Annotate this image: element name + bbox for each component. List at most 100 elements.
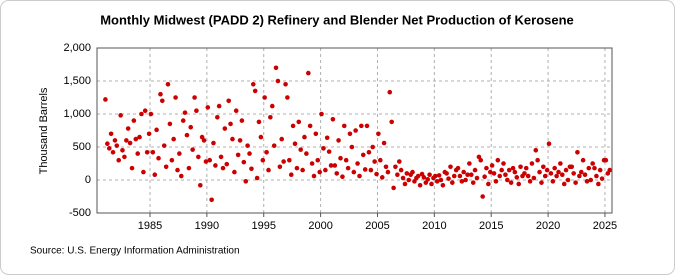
data-point xyxy=(539,180,544,185)
data-point xyxy=(565,177,571,183)
data-point xyxy=(150,149,156,155)
data-point xyxy=(254,175,260,181)
data-point xyxy=(319,111,324,117)
data-point xyxy=(561,181,567,187)
x-tick-label: 2025 xyxy=(593,220,617,232)
data-point xyxy=(324,135,330,141)
data-point xyxy=(470,180,476,185)
data-point xyxy=(215,115,220,120)
y-axis-label: Thousand Barrels xyxy=(38,87,50,174)
data-point xyxy=(271,143,277,148)
data-point xyxy=(239,118,245,123)
data-point xyxy=(383,164,389,170)
y-tick-label: 2,000 xyxy=(63,42,91,54)
data-point xyxy=(550,179,556,184)
data-point xyxy=(527,179,533,184)
data-point xyxy=(482,174,487,179)
data-point xyxy=(178,173,184,179)
y-tick-label: 1,500 xyxy=(63,75,91,87)
data-point xyxy=(124,138,129,143)
data-point xyxy=(118,113,123,118)
data-point xyxy=(415,173,421,179)
data-point xyxy=(336,138,341,143)
data-point xyxy=(368,167,374,173)
data-point xyxy=(264,149,269,155)
data-point xyxy=(586,165,592,171)
data-point xyxy=(287,157,292,163)
data-point xyxy=(495,157,501,163)
data-point xyxy=(457,173,463,179)
data-point xyxy=(247,151,252,156)
data-point xyxy=(512,169,518,175)
data-point xyxy=(508,180,514,185)
x-tick-label: 2010 xyxy=(422,220,446,232)
data-point xyxy=(288,172,294,178)
data-point xyxy=(175,167,180,173)
data-point xyxy=(448,164,453,170)
data-point xyxy=(398,167,404,173)
data-point xyxy=(438,177,444,183)
data-point xyxy=(108,131,114,137)
data-point xyxy=(203,159,209,164)
data-point xyxy=(285,95,290,100)
data-point xyxy=(232,169,237,175)
data-point xyxy=(404,171,410,176)
data-point xyxy=(355,161,360,166)
data-point xyxy=(575,149,580,155)
data-point xyxy=(429,181,434,187)
data-point xyxy=(315,157,321,163)
data-point xyxy=(125,126,131,131)
data-point xyxy=(349,144,355,150)
data-point xyxy=(484,165,489,171)
data-point xyxy=(381,140,387,146)
data-point xyxy=(434,179,440,184)
data-point xyxy=(110,149,116,155)
data-point xyxy=(131,118,137,123)
data-point xyxy=(569,164,575,170)
data-point xyxy=(220,165,226,171)
data-point xyxy=(459,179,465,184)
data-point xyxy=(478,157,484,163)
data-point xyxy=(510,165,516,171)
data-point xyxy=(533,148,539,153)
data-point xyxy=(235,152,241,158)
data-point xyxy=(596,181,601,187)
data-point xyxy=(171,136,176,142)
data-point xyxy=(260,157,266,163)
data-point xyxy=(556,169,561,175)
y-tick-label: 1,000 xyxy=(63,108,91,120)
data-point xyxy=(300,167,305,173)
data-point xyxy=(114,143,120,148)
data-point xyxy=(397,159,402,164)
data-point xyxy=(385,169,391,175)
data-point xyxy=(341,123,347,129)
data-point xyxy=(334,171,340,176)
data-point xyxy=(480,194,485,199)
data-point xyxy=(455,165,461,171)
data-point xyxy=(548,171,554,176)
data-point xyxy=(165,82,171,87)
data-point xyxy=(262,95,267,100)
data-point xyxy=(290,123,296,129)
data-point xyxy=(186,165,192,171)
data-point xyxy=(582,172,588,178)
data-point xyxy=(544,167,550,173)
data-point xyxy=(306,70,311,76)
data-point xyxy=(446,176,451,181)
data-point xyxy=(330,116,336,122)
data-point xyxy=(563,167,569,173)
data-point xyxy=(209,197,214,203)
data-point xyxy=(469,172,474,178)
data-point xyxy=(129,165,135,171)
data-point xyxy=(425,177,431,182)
data-point xyxy=(376,131,381,137)
data-point xyxy=(256,119,262,125)
data-point xyxy=(307,123,313,129)
data-point xyxy=(389,119,394,125)
data-point xyxy=(525,173,531,179)
data-point xyxy=(226,98,232,104)
data-point xyxy=(592,165,597,171)
data-point xyxy=(353,128,358,133)
data-point xyxy=(158,91,163,97)
data-point xyxy=(177,151,182,156)
